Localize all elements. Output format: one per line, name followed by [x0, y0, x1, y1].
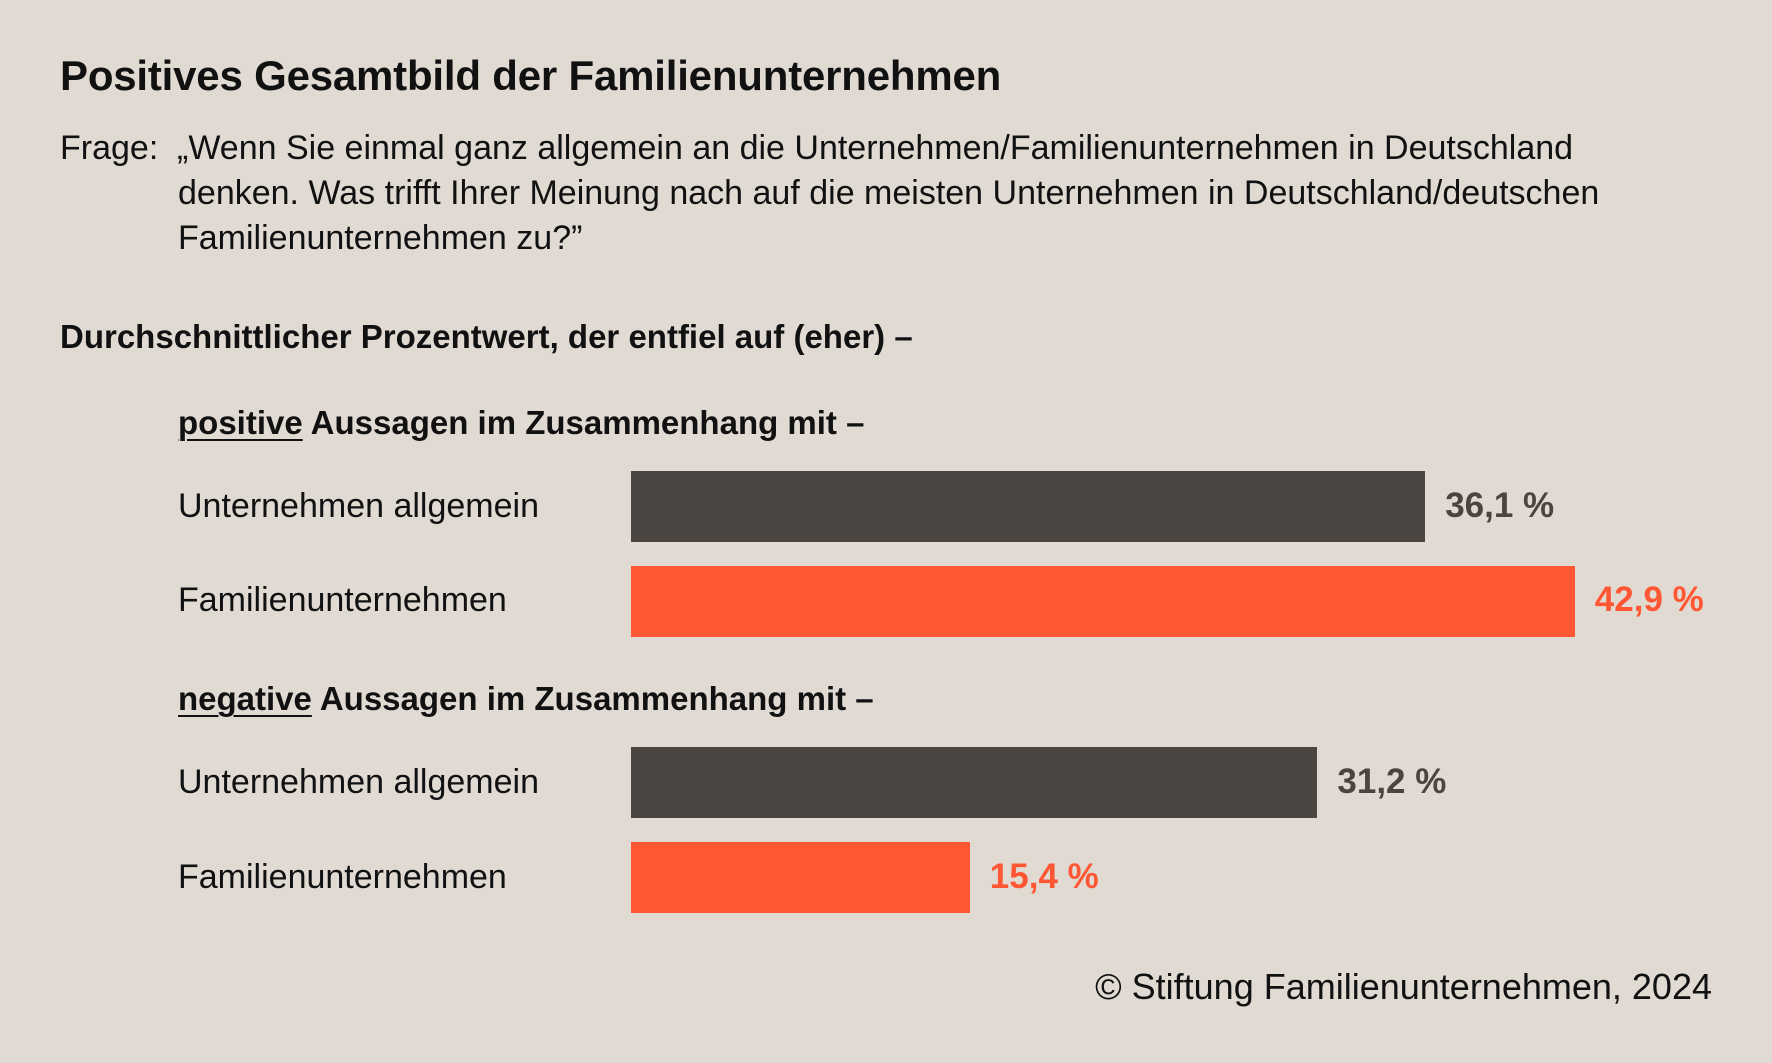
- group-heading-negative: negative Aussagen im Zusammenhang mit –: [178, 680, 874, 718]
- copyright-credit: © Stiftung Familienunternehmen, 2024: [1095, 966, 1712, 1007]
- chart-title: Positives Gesamtbild der Familienunterne…: [60, 52, 1002, 99]
- question-prefix: Frage:: [60, 129, 159, 167]
- bar-label: Familienunternehmen: [178, 581, 507, 619]
- group-keyword: negative: [178, 680, 312, 717]
- bar-label: Unternehmen allgemein: [178, 487, 539, 525]
- question-text: „Wenn Sie einmal ganz allgemein an die U…: [177, 129, 1600, 257]
- chart-subtitle: Durchschnittlicher Prozentwert, der entf…: [60, 318, 913, 355]
- value-label: 31,2 %: [1337, 762, 1447, 801]
- value-label: 36,1 %: [1445, 486, 1555, 525]
- bar: [631, 471, 1426, 542]
- group-heading-rest: Aussagen im Zusammenhang mit –: [311, 680, 874, 717]
- bar: [631, 747, 1318, 818]
- bar: [631, 842, 970, 913]
- survey-question: Frage: „Wenn Sie einmal ganz allgemein a…: [60, 126, 1620, 261]
- group-heading-positive: positive Aussagen im Zusammenhang mit –: [178, 404, 864, 442]
- value-label: 15,4 %: [989, 857, 1099, 896]
- bar: [631, 566, 1575, 637]
- value-label: 42,9 %: [1594, 580, 1704, 619]
- bar-label: Familienunternehmen: [178, 858, 507, 896]
- group-keyword: positive: [178, 404, 303, 441]
- group-heading-rest: Aussagen im Zusammenhang mit –: [302, 404, 865, 441]
- bar-label: Unternehmen allgemein: [178, 763, 539, 801]
